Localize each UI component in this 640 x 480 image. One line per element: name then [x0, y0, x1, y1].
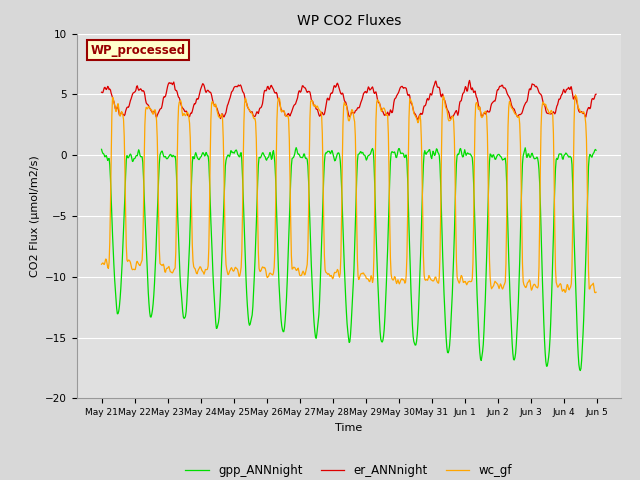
- Line: er_ANNnight: er_ANNnight: [102, 81, 596, 120]
- Line: gpp_ANNnight: gpp_ANNnight: [102, 148, 596, 371]
- Text: WP_processed: WP_processed: [90, 44, 186, 57]
- Y-axis label: CO2 Flux (μmol/m2/s): CO2 Flux (μmol/m2/s): [29, 155, 40, 277]
- Line: wc_gf: wc_gf: [102, 95, 596, 293]
- Legend: gpp_ANNnight, er_ANNnight, wc_gf: gpp_ANNnight, er_ANNnight, wc_gf: [180, 459, 517, 480]
- X-axis label: Time: Time: [335, 423, 362, 432]
- Title: WP CO2 Fluxes: WP CO2 Fluxes: [296, 14, 401, 28]
